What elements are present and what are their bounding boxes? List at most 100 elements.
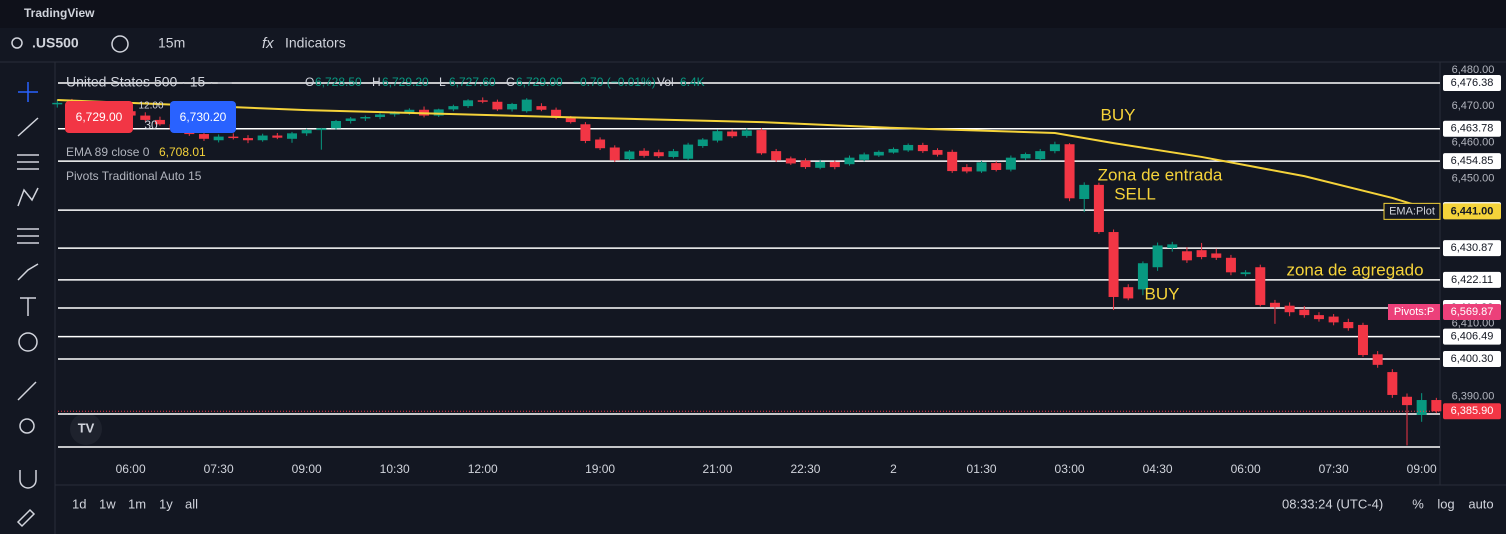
candle-body: [1035, 151, 1046, 160]
ohlc-value: 6,728.50: [315, 75, 362, 89]
ema-line: [57, 98, 1437, 213]
candle-body: [1284, 305, 1295, 313]
candle-body: [536, 106, 547, 110]
candle-body: [272, 135, 283, 138]
candle-body: [903, 144, 914, 151]
candle-body: [140, 115, 151, 120]
x-tick-label: 2: [890, 462, 897, 476]
forecast-tool[interactable]: [17, 228, 39, 244]
candle-body: [287, 133, 298, 139]
ohlc-key: L: [439, 75, 446, 89]
scale-option[interactable]: %: [1412, 496, 1424, 511]
candle-body: [257, 135, 268, 141]
candle-body: [507, 103, 518, 110]
fib-tool[interactable]: [17, 154, 39, 170]
candle-body: [1401, 396, 1412, 406]
x-tick-label: 07:30: [204, 462, 234, 476]
range-button[interactable]: 1w: [99, 496, 116, 511]
x-tick-label: 22:30: [790, 462, 820, 476]
x-tick-label: 09:00: [1407, 462, 1437, 476]
candle-body: [1020, 154, 1031, 159]
candle-body: [1152, 245, 1163, 268]
candle-body: [580, 124, 591, 141]
candle-body: [712, 131, 723, 141]
range-button[interactable]: 1d: [72, 496, 86, 511]
y-tick-label: 6,410.00: [1452, 318, 1495, 330]
candle-body: [1211, 253, 1222, 258]
level-tag: [1443, 120, 1501, 137]
last-price-box: [1443, 403, 1501, 420]
indicators-button[interactable]: Indicators: [285, 35, 346, 51]
search-icon[interactable]: [11, 37, 23, 49]
candle-body: [609, 147, 620, 161]
clock: 08:33:24 (UTC-4): [1282, 496, 1383, 511]
buy-price[interactable]: 6,730.20: [180, 110, 227, 124]
candle-body: [829, 162, 840, 168]
candle-body: [1049, 144, 1060, 152]
candle-body: [565, 117, 576, 123]
symbol-search[interactable]: .US500: [32, 35, 79, 51]
candle-body: [844, 157, 855, 165]
text-tool[interactable]: [20, 297, 36, 316]
drawing-tools: [16, 82, 39, 528]
range-button[interactable]: 1m: [128, 496, 146, 511]
candle-body: [1328, 316, 1339, 323]
candle-body: [624, 151, 635, 160]
x-tick-label: 03:00: [1055, 462, 1085, 476]
ema-price: 6,441.00: [1451, 205, 1494, 217]
candle-body: [1093, 184, 1104, 233]
app-tab[interactable]: TradingView: [24, 6, 95, 20]
trend-line-tool[interactable]: [17, 117, 39, 137]
volume: 6.4K: [680, 75, 705, 89]
candle-body: [1313, 315, 1324, 320]
y-tick-label: 6,390.00: [1452, 390, 1495, 402]
candle-body: [1064, 144, 1075, 199]
zoom-tool[interactable]: [19, 418, 35, 434]
level-label: 6,430.87: [1451, 242, 1494, 254]
candle-body: [316, 128, 327, 131]
range-button[interactable]: all: [185, 496, 198, 511]
candle-body: [404, 109, 415, 113]
candle-body: [345, 118, 356, 122]
crosshair-tool[interactable]: [18, 82, 38, 102]
measure-tool[interactable]: [17, 381, 37, 401]
annotation: SELL: [1114, 184, 1156, 203]
ohlc-value: 6,727.60: [449, 75, 496, 89]
pattern-tool[interactable]: [17, 187, 39, 207]
svg-text:TV: TV: [78, 420, 95, 435]
candle-body: [947, 151, 958, 172]
compare-button[interactable]: [111, 35, 129, 53]
candle-body: [932, 150, 943, 155]
tradingview-logo: TV: [70, 413, 102, 445]
candle-body: [331, 121, 342, 129]
brush-tool[interactable]: [17, 263, 39, 281]
level-tag: [1443, 271, 1501, 288]
scale-option[interactable]: auto: [1468, 496, 1493, 511]
sell-button[interactable]: [65, 101, 133, 133]
candle-body: [1123, 287, 1134, 299]
candle-body: [1387, 372, 1398, 395]
candle-body: [154, 119, 165, 125]
scale-option[interactable]: log: [1437, 496, 1454, 511]
pivot-tag: Pivots:P: [1394, 306, 1434, 318]
ohlc-value: 6,729.00: [516, 75, 563, 89]
level-label: 6,463.78: [1451, 123, 1494, 135]
range-button[interactable]: 1y: [159, 496, 173, 511]
candle-body: [1225, 257, 1236, 273]
candle-body: [815, 162, 826, 168]
candle-body: [1079, 184, 1090, 200]
x-tick-label: 04:30: [1143, 462, 1173, 476]
emoji-tool[interactable]: [18, 332, 38, 352]
lock-tool[interactable]: [16, 508, 36, 528]
candle-body: [1181, 251, 1192, 261]
sell-price[interactable]: 6,729.00: [76, 110, 123, 124]
buy-button[interactable]: [170, 101, 236, 133]
candle-body: [521, 99, 532, 112]
indicators-icon[interactable]: fx: [262, 35, 274, 52]
candle-body: [448, 106, 459, 110]
interval-button[interactable]: 15m: [158, 35, 185, 51]
level-label: 6,476.38: [1451, 77, 1494, 89]
candle-body: [1343, 322, 1354, 329]
magnet-tool[interactable]: [19, 470, 37, 489]
